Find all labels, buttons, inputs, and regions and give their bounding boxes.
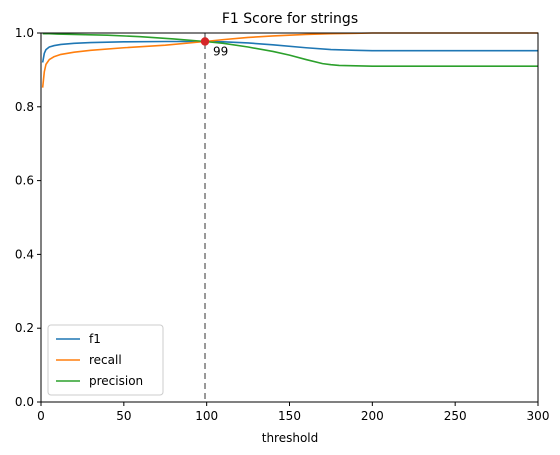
threshold-annotation: 99 xyxy=(213,44,228,58)
x-axis-label: threshold xyxy=(262,431,319,445)
x-tick-label: 200 xyxy=(361,409,384,423)
x-tick-label: 150 xyxy=(278,409,301,423)
y-tick-label: 1.0 xyxy=(15,26,34,40)
chart-title: F1 Score for strings xyxy=(222,11,358,27)
x-tick-label: 0 xyxy=(37,409,45,423)
threshold-marker xyxy=(201,37,209,45)
y-tick-label: 0.8 xyxy=(15,100,34,114)
legend: f1 recall precision xyxy=(48,325,163,395)
legend-label-recall: recall xyxy=(89,353,122,367)
legend-label-precision: precision xyxy=(89,374,143,388)
y-tick-label: 0.6 xyxy=(15,174,34,188)
y-tick-label: 0.2 xyxy=(15,321,34,335)
x-tick-label: 250 xyxy=(444,409,467,423)
legend-label-f1: f1 xyxy=(89,332,101,346)
x-tick-label: 300 xyxy=(527,409,550,423)
y-tick-label: 0.0 xyxy=(15,395,34,409)
y-tick-label: 0.4 xyxy=(15,247,34,261)
x-tick-label: 50 xyxy=(116,409,131,423)
x-tick-label: 100 xyxy=(195,409,218,423)
